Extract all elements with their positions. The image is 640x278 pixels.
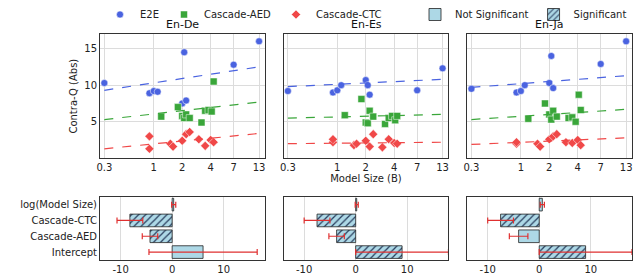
svg-text:E2E: E2E [140, 9, 159, 20]
svg-text:-10: -10 [480, 264, 496, 275]
svg-text:7: 7 [230, 162, 236, 173]
svg-text:-10: -10 [112, 264, 128, 275]
svg-text:Significant: Significant [574, 9, 627, 20]
svg-text:7: 7 [414, 162, 420, 173]
svg-text:7: 7 [598, 162, 604, 173]
svg-text:15: 15 [84, 43, 97, 54]
svg-text:Intercept: Intercept [52, 247, 97, 258]
svg-text:Cascade-AED: Cascade-AED [30, 231, 97, 242]
svg-text:2: 2 [546, 162, 552, 173]
svg-text:10: 10 [84, 80, 97, 91]
svg-text:4: 4 [207, 162, 213, 173]
svg-text:Cascade-CTC: Cascade-CTC [31, 215, 97, 226]
svg-text:0.3: 0.3 [463, 162, 479, 173]
svg-text:1: 1 [518, 162, 524, 173]
svg-text:En-De: En-De [166, 18, 199, 31]
svg-text:0.3: 0.3 [96, 162, 112, 173]
svg-text:0: 0 [353, 264, 359, 275]
svg-text:0: 0 [536, 264, 542, 275]
svg-text:0.3: 0.3 [280, 162, 296, 173]
svg-text:5: 5 [91, 116, 97, 127]
svg-text:En-Es: En-Es [351, 18, 382, 31]
svg-text:Contra-Q (Abs): Contra-Q (Abs) [68, 59, 79, 134]
svg-text:Model Size (B): Model Size (B) [330, 173, 402, 184]
svg-text:10: 10 [584, 264, 597, 275]
svg-text:2: 2 [179, 162, 185, 173]
svg-text:13: 13 [436, 162, 449, 173]
svg-text:13: 13 [620, 162, 633, 173]
svg-text:Not Significant: Not Significant [455, 9, 529, 20]
svg-text:1: 1 [334, 162, 340, 173]
svg-text:log(Model Size): log(Model Size) [20, 199, 97, 210]
svg-text:Cascade-AED: Cascade-AED [204, 9, 271, 20]
svg-text:10: 10 [401, 264, 414, 275]
svg-text:2: 2 [363, 162, 369, 173]
svg-text:4: 4 [391, 162, 397, 173]
svg-text:En-Ja: En-Ja [535, 18, 564, 31]
svg-text:Cascade-CTC: Cascade-CTC [316, 9, 382, 20]
svg-text:0: 0 [169, 264, 175, 275]
svg-text:4: 4 [575, 162, 581, 173]
svg-text:13: 13 [253, 162, 266, 173]
svg-text:-10: -10 [296, 264, 312, 275]
svg-text:10: 10 [217, 264, 230, 275]
svg-text:1: 1 [151, 162, 157, 173]
